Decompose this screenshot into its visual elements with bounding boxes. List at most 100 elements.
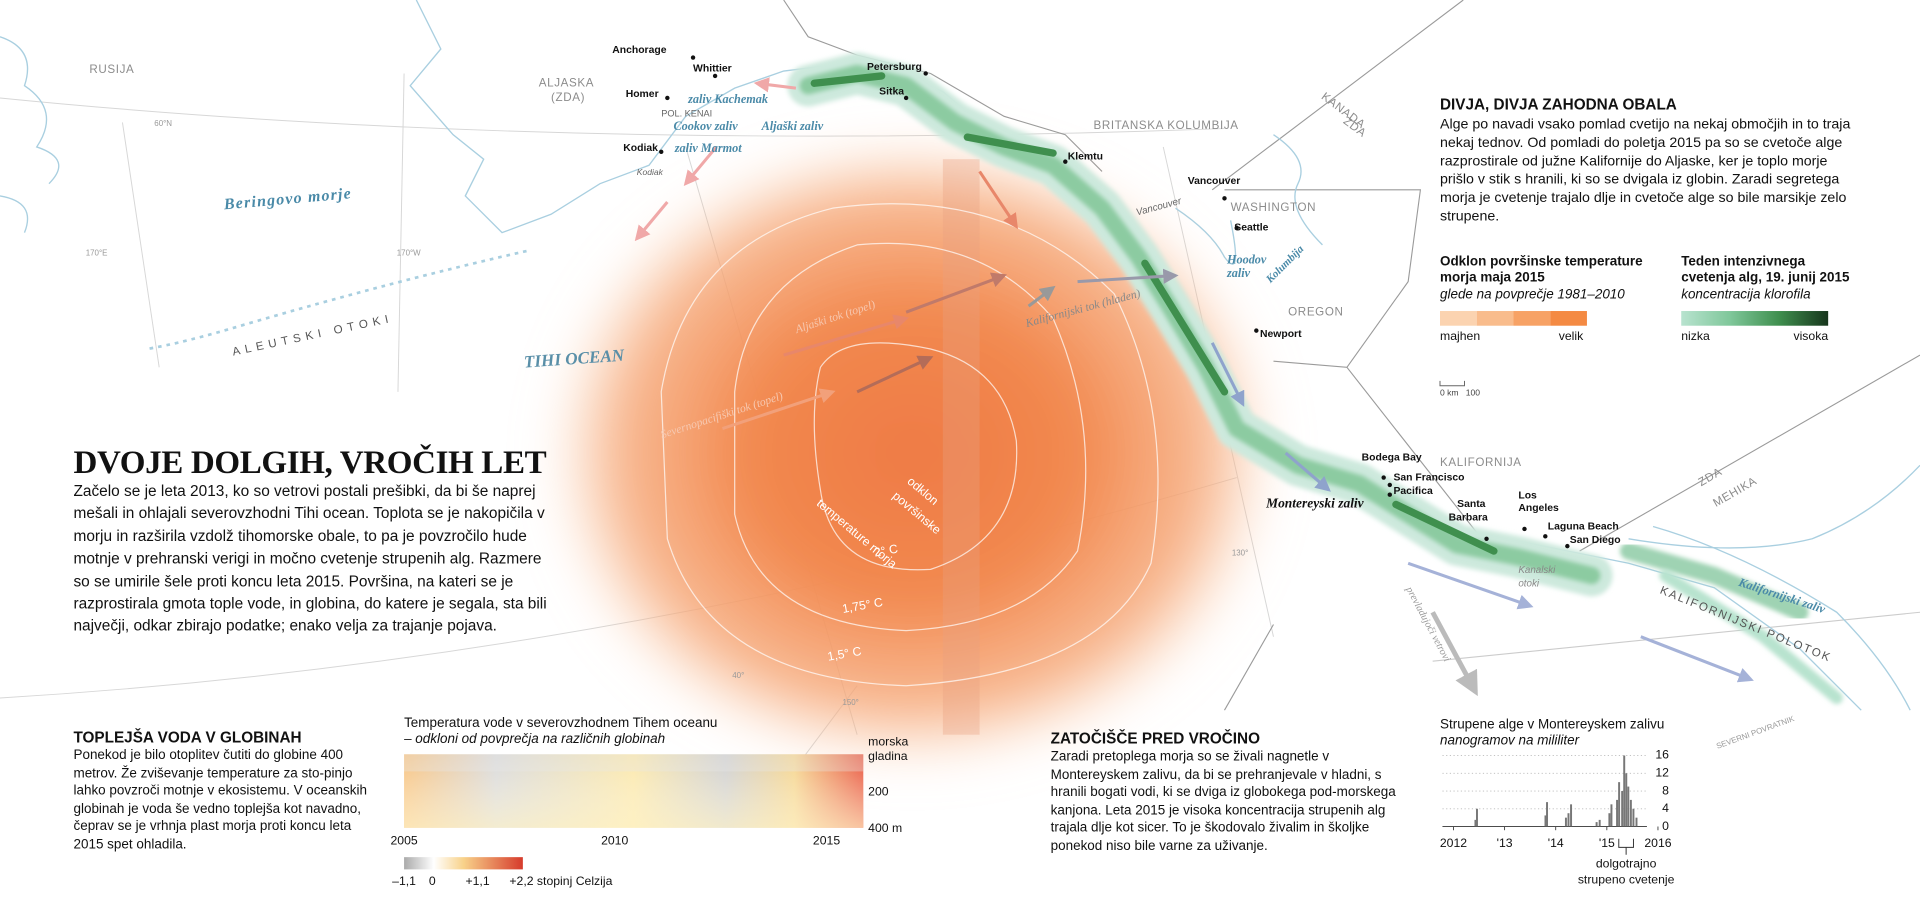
- legend-label: majhen: [1440, 329, 1480, 343]
- current-label: prevladujoči vetrovi: [1403, 584, 1452, 664]
- legend-subtitle: glede na povprečje 1981–2010: [1440, 287, 1625, 302]
- section-title: DIVJA, DIVJA ZAHODNA OBALA: [1440, 96, 1677, 113]
- bar: [1625, 773, 1628, 827]
- chart-subtitle: nanogramov na mililiter: [1440, 732, 1580, 747]
- region-label: (ZDA): [551, 91, 585, 104]
- legend-label: nizka: [1681, 329, 1710, 343]
- heatmap-shade: [404, 754, 864, 772]
- water-label: zaliv: [1226, 266, 1251, 280]
- legend-swatch: [1550, 311, 1587, 326]
- legend-subtitle: koncentracija klorofila: [1681, 287, 1811, 302]
- water-label: Aljaški zaliv: [761, 119, 824, 133]
- scale-label: +1,1: [465, 874, 489, 888]
- year-label: 2015: [813, 833, 840, 847]
- water-label: Kanalski: [1518, 565, 1556, 576]
- water-label: Beringovo morje: [222, 185, 352, 213]
- y-tick-label: 12: [1655, 765, 1669, 779]
- bar: [1598, 819, 1601, 827]
- bar: [1632, 808, 1635, 827]
- region-label: KALIFORNIJA: [1440, 456, 1522, 469]
- region-label: ALJASKA: [539, 76, 594, 89]
- place-label: Angeles: [1518, 503, 1559, 514]
- place-label: Bodega Bay: [1362, 453, 1422, 464]
- place-label: San Diego: [1570, 535, 1621, 546]
- chart-title: Temperatura vode v severovzhodnem Tihem …: [404, 715, 717, 730]
- section-title: TOPLEJŠA VODA V GLOBINAH: [73, 728, 301, 746]
- water-label: Hoodov: [1226, 253, 1267, 267]
- place-label: Petersburg: [867, 62, 922, 73]
- place-label: Seattle: [1234, 223, 1268, 234]
- bar: [1608, 813, 1611, 827]
- bar: [1567, 813, 1570, 827]
- region-label: WASHINGTON: [1231, 201, 1317, 214]
- graticule-label: 60°N: [154, 119, 172, 128]
- scale-label: –1,1: [392, 874, 416, 888]
- bar: [1570, 804, 1573, 827]
- water-label: Cookov zaliv: [673, 119, 738, 133]
- bar: [1616, 799, 1619, 827]
- place-label: Santa: [1457, 499, 1486, 510]
- annotation: strupeno cvetenje: [1578, 873, 1675, 887]
- anomaly-label: 2° C: [873, 542, 899, 560]
- heatmap-shade: [404, 754, 864, 828]
- scale-bar: [1439, 380, 1465, 387]
- x-tick-label: '14: [1548, 836, 1564, 850]
- graticule-label: 40°: [732, 671, 744, 680]
- y-tick-label: 8: [1662, 783, 1669, 797]
- legend-swatch: [1513, 311, 1551, 326]
- bar: [1618, 782, 1621, 827]
- y-tick-label: 0: [1662, 819, 1669, 833]
- legend-title: morja maja 2015: [1440, 270, 1545, 285]
- bar: [1623, 755, 1626, 827]
- year-label: 2010: [601, 833, 628, 847]
- depth-label: morska: [868, 734, 908, 748]
- region-label: POL. KENAI: [661, 108, 712, 118]
- depth-label: gladina: [868, 749, 908, 763]
- bar: [1629, 799, 1632, 827]
- place-label: Vancouver: [1188, 176, 1241, 187]
- water-label: Vancouver: [1135, 196, 1183, 219]
- depth-text: Ponekod je bilo otoplitev čutiti do glob…: [73, 748, 367, 853]
- year-label: 2005: [390, 833, 417, 847]
- water-label: Montereyski zaliv: [1265, 496, 1365, 511]
- water-label: zaliv Kachemak: [687, 92, 769, 106]
- place-label: Los: [1518, 491, 1537, 502]
- place-label: Newport: [1260, 329, 1302, 340]
- bar: [1546, 802, 1549, 827]
- region-label: OREGON: [1288, 305, 1343, 318]
- scale-label: 0 km: [1440, 387, 1459, 397]
- water-label: Kolumbija: [1263, 243, 1306, 286]
- region-label: ZDA: [1696, 465, 1724, 489]
- depth-label: 200: [868, 784, 889, 798]
- refuge-box: Zaradi pretoplega morja so se živali nag…: [1051, 749, 1396, 853]
- scale-label: +2,2 stopinj Celzija: [509, 874, 612, 888]
- x-tick-label: 2012: [1440, 836, 1467, 850]
- bar: [1610, 804, 1613, 827]
- graticule-label: 170°E: [86, 249, 108, 258]
- y-tick-label: 4: [1662, 801, 1669, 815]
- algae-chart: 0 4 8 12 16 2012 '13 '14 '15 2016: [1440, 748, 1672, 850]
- bar: [1476, 808, 1478, 827]
- water-label: ALEUTSKI OTOKI: [231, 312, 394, 359]
- main-title: DVOJE DOLGIH, VROČIH LET: [73, 443, 546, 481]
- place-label: Laguna Beach: [1548, 521, 1619, 532]
- bar: [1635, 817, 1638, 827]
- place-label: San Francisco: [1393, 472, 1464, 483]
- bar: [1544, 815, 1547, 827]
- legend-title: Teden intenzivnega: [1681, 254, 1805, 269]
- legend-ramp: [1681, 311, 1829, 326]
- depth-box: Ponekod je bilo otoplitev čutiti do glob…: [73, 748, 367, 853]
- annotation: dolgotrajno: [1596, 857, 1657, 871]
- section-title: ZATOČIŠČE PRED VROČINO: [1051, 730, 1260, 748]
- place-label: Whittier: [693, 63, 732, 74]
- current-arrows: [634, 77, 1754, 697]
- anomaly-label: 1,5° C: [826, 644, 862, 664]
- legend-label: velik: [1559, 329, 1584, 343]
- borders: [783, 0, 1920, 711]
- legend-title: Odklon površinske temperature: [1440, 254, 1643, 269]
- legend-swatch: [1476, 311, 1514, 326]
- region-label: BRITANSKA KOLUMBIJA: [1093, 119, 1238, 132]
- depth-label: 400 m: [868, 821, 902, 835]
- legend-title: cvetenja alg, 19. junij 2015: [1681, 270, 1850, 285]
